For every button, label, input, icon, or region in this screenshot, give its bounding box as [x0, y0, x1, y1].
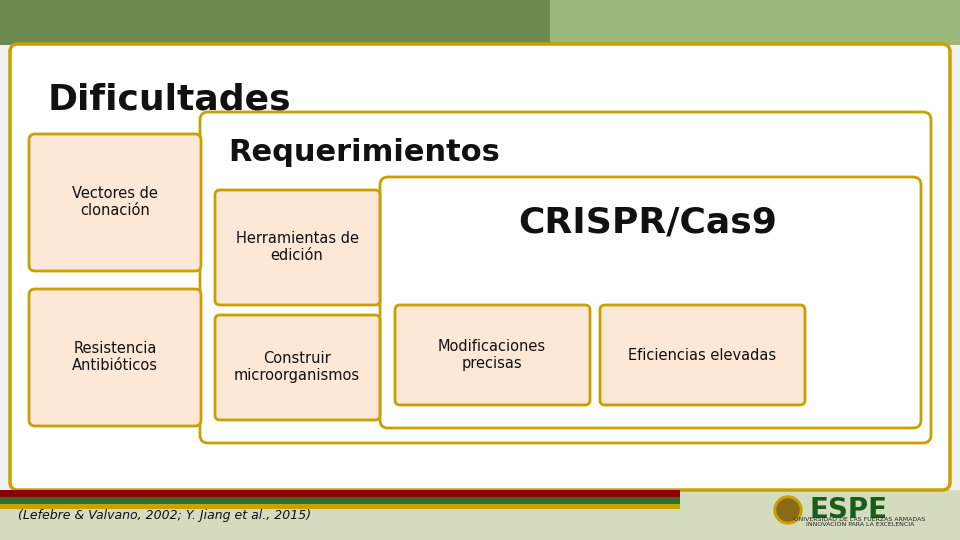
Bar: [0, 0, 960, 45]
Bar: [0, 490, 680, 497]
FancyBboxPatch shape: [600, 305, 805, 405]
Text: (Lefebre & Valvano, 2002; Y. Jiang et al., 2015): (Lefebre & Valvano, 2002; Y. Jiang et al…: [18, 509, 311, 522]
FancyBboxPatch shape: [215, 190, 380, 305]
Bar: [0, 490, 960, 540]
Bar: [550, 0, 960, 45]
Bar: [0, 45, 960, 490]
FancyBboxPatch shape: [200, 112, 931, 443]
Bar: [0, 504, 680, 509]
Text: Eficiencias elevadas: Eficiencias elevadas: [628, 348, 776, 362]
Circle shape: [774, 496, 802, 524]
Text: Dificultades: Dificultades: [48, 82, 292, 116]
FancyBboxPatch shape: [29, 134, 201, 271]
Text: Herramientas de
edición: Herramientas de edición: [235, 231, 358, 263]
FancyBboxPatch shape: [10, 44, 950, 490]
Text: Requerimientos: Requerimientos: [228, 138, 500, 167]
Text: UNIVERSIDAD DE LAS FUERZAS ARMADAS
INNOVACIÓN PARA LA EXCELENCIA: UNIVERSIDAD DE LAS FUERZAS ARMADAS INNOV…: [794, 517, 925, 528]
FancyBboxPatch shape: [395, 305, 590, 405]
Text: Construir
microorganismos: Construir microorganismos: [234, 351, 360, 383]
Text: Vectores de
clonación: Vectores de clonación: [72, 186, 158, 218]
Circle shape: [777, 499, 799, 521]
Text: Resistencia
Antibióticos: Resistencia Antibióticos: [72, 341, 158, 373]
FancyBboxPatch shape: [380, 177, 921, 428]
FancyBboxPatch shape: [215, 315, 380, 420]
Bar: [0, 497, 680, 504]
Text: CRISPR/Cas9: CRISPR/Cas9: [518, 205, 778, 239]
Text: Modificaciones
precisas: Modificaciones precisas: [438, 339, 546, 371]
FancyBboxPatch shape: [29, 289, 201, 426]
Text: ESPE: ESPE: [810, 496, 888, 524]
